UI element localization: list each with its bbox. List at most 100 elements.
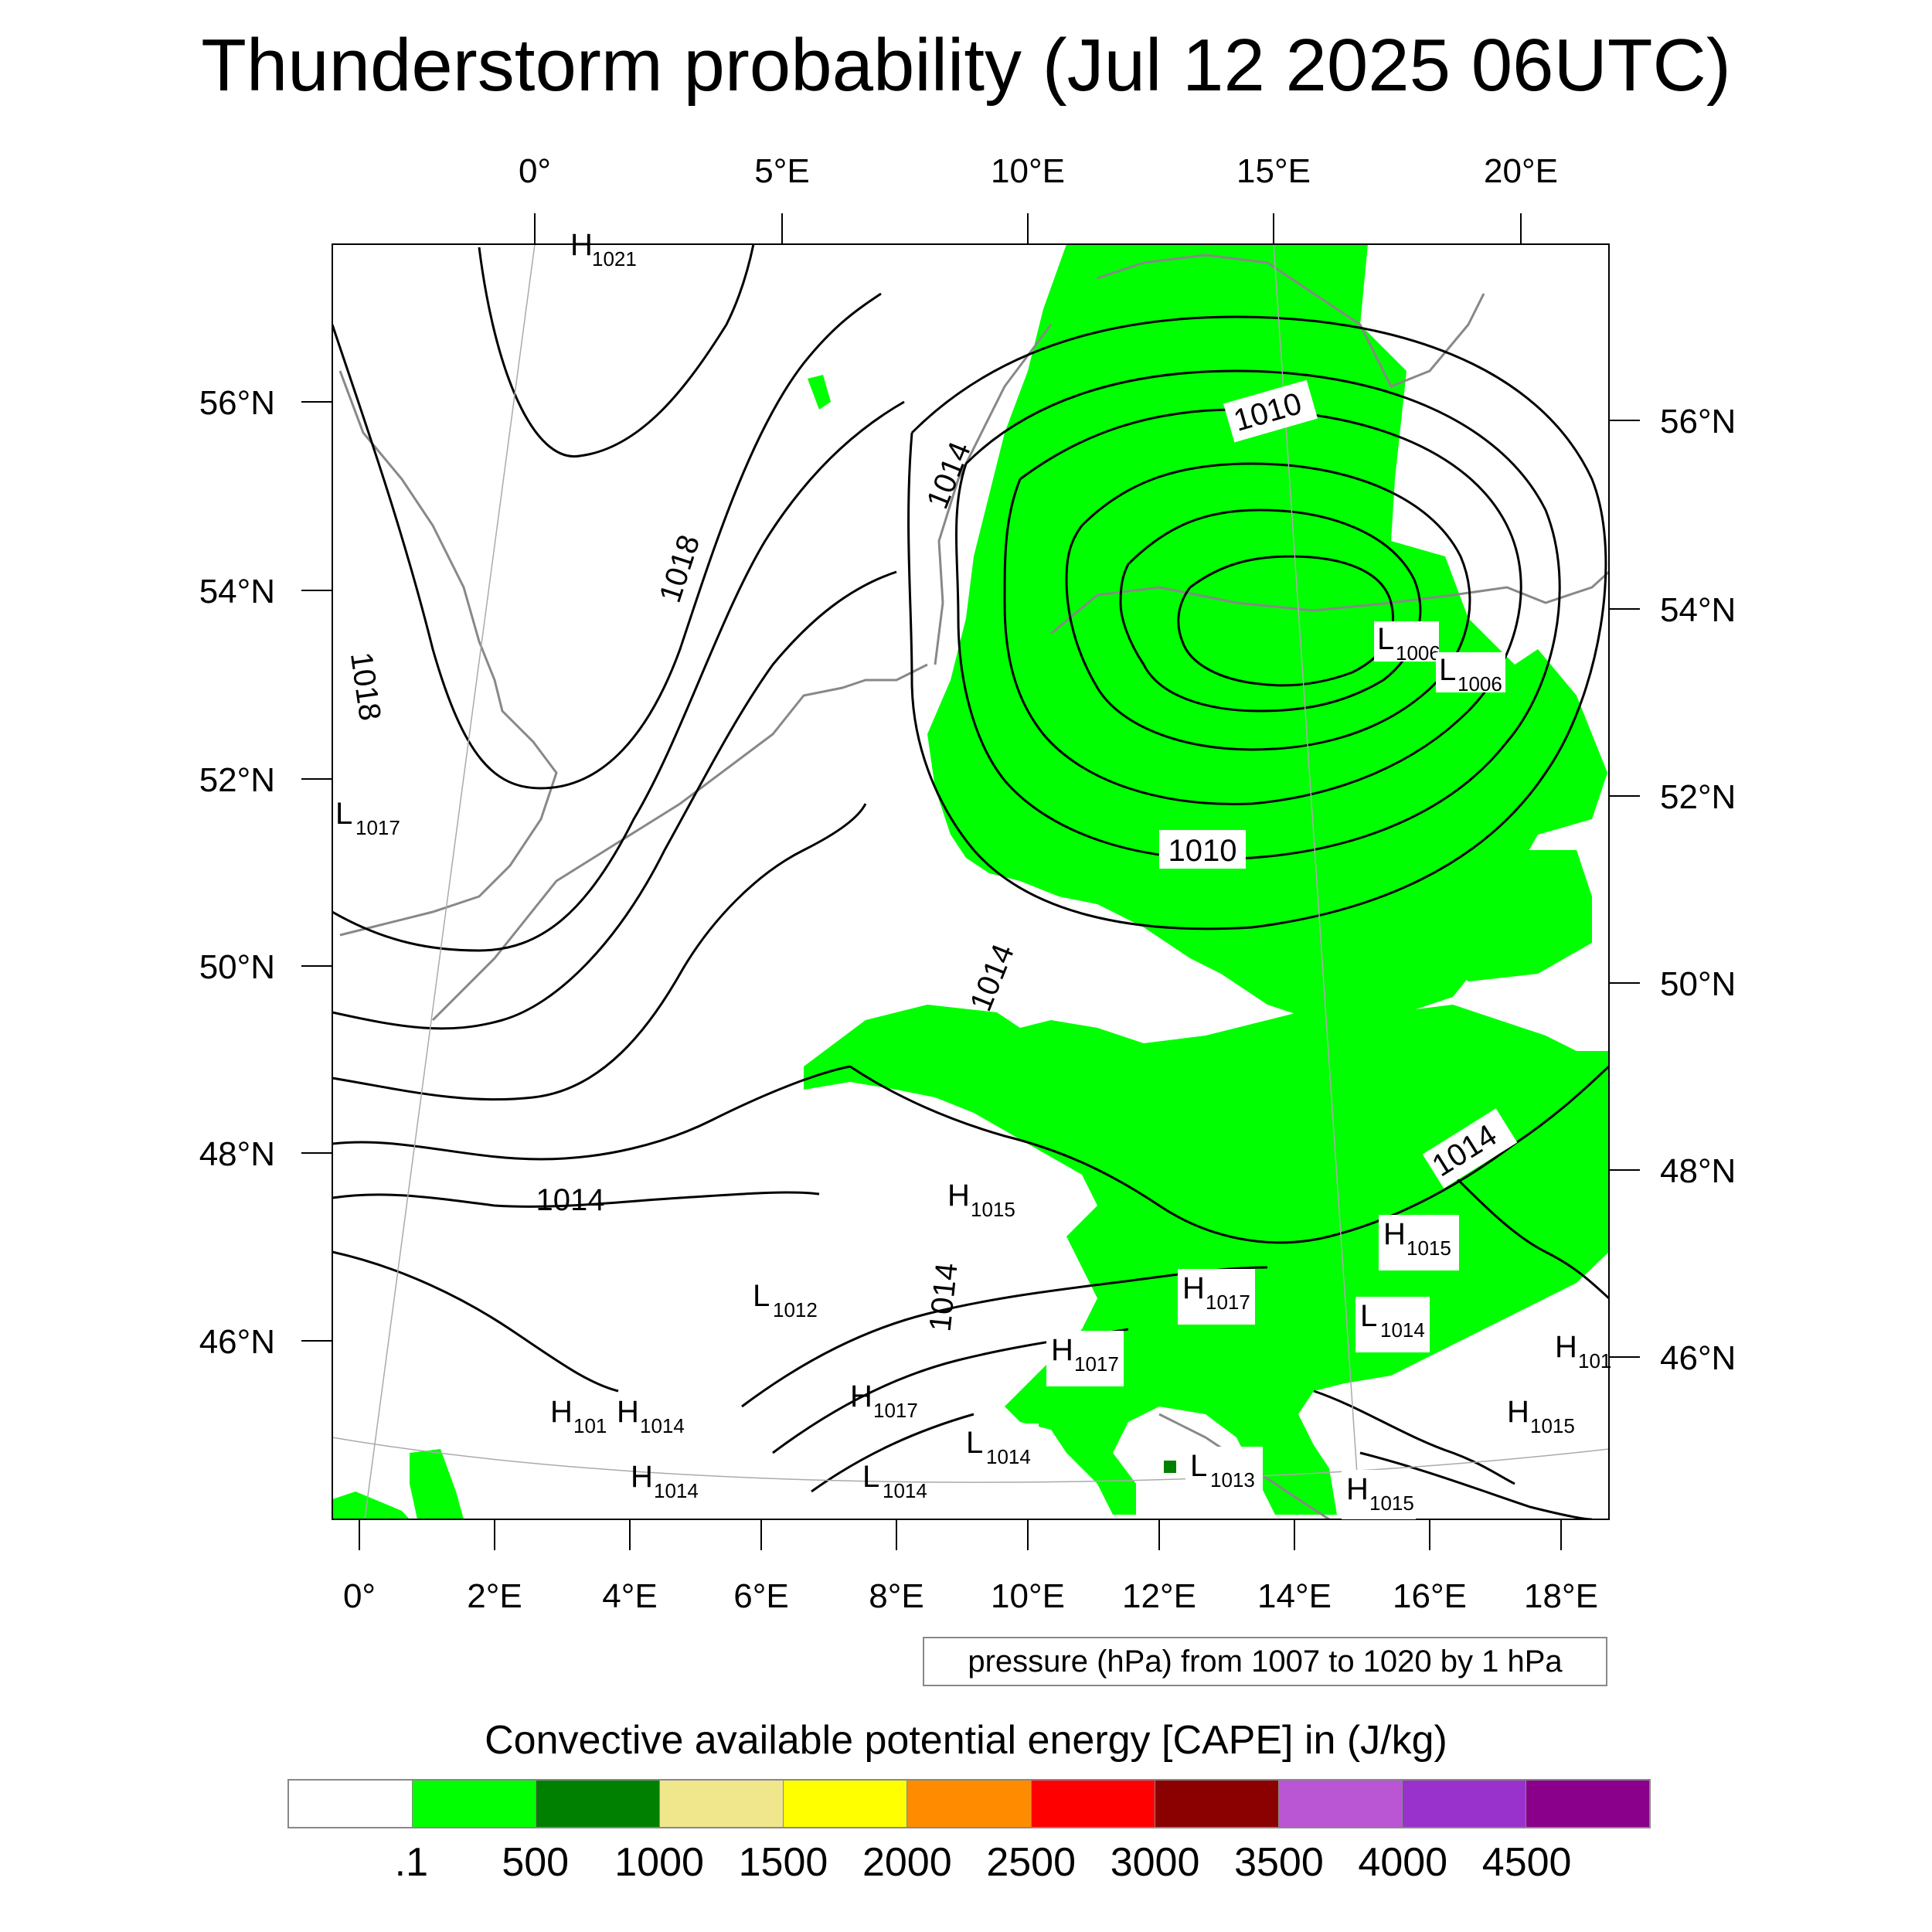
- svg-text:L: L: [1439, 653, 1456, 687]
- left-lat-label: 56°N: [199, 384, 275, 422]
- colorbar-label: .1: [394, 1840, 429, 1885]
- chart-title: Thunderstorm probability (Jul 12 2025 06…: [201, 24, 1731, 107]
- pressure-center: H 1015: [1379, 1215, 1459, 1270]
- isobar-1014-east: [1451, 1173, 1609, 1300]
- left-lat-label: 52°N: [199, 761, 275, 799]
- isobar-west-4: [332, 1065, 851, 1161]
- right-lat-label: 50°N: [1660, 965, 1736, 1003]
- meridian-0: [364, 244, 536, 1519]
- isobar-west-2: [332, 570, 897, 1030]
- coast-continent: [431, 663, 928, 1022]
- svg-text:H: H: [1051, 1333, 1073, 1367]
- right-lat-label: 48°N: [1660, 1152, 1736, 1190]
- cape-area-southwest: [332, 1492, 410, 1519]
- pressure-center: H 1017: [850, 1379, 918, 1422]
- svg-text:H: H: [1555, 1330, 1577, 1364]
- svg-text:H: H: [1182, 1271, 1205, 1305]
- isobar-label: 1010: [1168, 834, 1237, 868]
- svg-text:H: H: [550, 1395, 573, 1429]
- isobar-ring-6: [1177, 555, 1395, 687]
- colorbar-swatch: [784, 1781, 908, 1827]
- pressure-center: H 1015: [1507, 1395, 1575, 1437]
- isobar-alps-3: [811, 1413, 975, 1493]
- svg-text:H: H: [947, 1179, 970, 1213]
- isobar-label: 1018: [344, 650, 387, 723]
- svg-text:H: H: [850, 1379, 872, 1413]
- colorbar-swatch: [289, 1781, 413, 1827]
- pressure-center: H 1015: [1342, 1470, 1416, 1519]
- top-lon-label: 15°E: [1236, 152, 1311, 190]
- svg-text:L: L: [966, 1426, 983, 1460]
- svg-text:1014: 1014: [654, 1479, 699, 1502]
- bottom-lon-label: 4°E: [602, 1577, 657, 1615]
- bottom-lon-label: 0°: [343, 1577, 376, 1615]
- colorbar-label: 4000: [1358, 1840, 1448, 1885]
- svg-text:1017: 1017: [1206, 1291, 1250, 1314]
- svg-text:L: L: [335, 797, 352, 831]
- svg-text:1014: 1014: [1380, 1318, 1425, 1342]
- svg-text:L: L: [1360, 1299, 1377, 1333]
- svg-text:H: H: [1383, 1217, 1406, 1251]
- svg-text:L: L: [753, 1279, 770, 1313]
- cape-area-central: [804, 1005, 1609, 1515]
- colorbar-swatch: [413, 1781, 537, 1827]
- isobars: [332, 244, 1609, 1519]
- bottom-lon-label: 12°E: [1122, 1577, 1196, 1615]
- coast-britain: [338, 370, 558, 937]
- isobar-ring-5: [1119, 509, 1422, 713]
- isobar-label: 1014: [536, 1183, 605, 1217]
- pressure-center: L 1006: [1436, 652, 1505, 696]
- svg-text:1015: 1015: [971, 1198, 1015, 1221]
- top-lon-label: 0°: [519, 152, 551, 190]
- right-lat-label: 52°N: [1660, 778, 1736, 816]
- bottom-lon-label: 10°E: [991, 1577, 1065, 1615]
- colorbar-swatch: [1278, 1781, 1403, 1827]
- svg-text:1015: 1015: [1406, 1236, 1451, 1260]
- isobar-ring-2: [955, 369, 1561, 861]
- isobar-label: 1014: [923, 1261, 964, 1333]
- pressure-center: L 1017: [335, 797, 400, 839]
- map-frame: [332, 243, 1610, 1520]
- cape-area-east: [1430, 850, 1592, 981]
- cape-area-southwest-2: [410, 1449, 464, 1519]
- coast-denmark: [934, 324, 1053, 665]
- isobar-1014-ring-outer: [907, 315, 1607, 930]
- tick-marks: [301, 213, 1640, 1550]
- pressure-note: pressure (hPa) from 1007 to 1020 by 1 hP…: [923, 1637, 1607, 1686]
- svg-text:1017: 1017: [1074, 1352, 1119, 1376]
- svg-text:1017: 1017: [355, 816, 400, 839]
- bottom-lon-label: 18°E: [1524, 1577, 1598, 1615]
- pressure-center: H 1015: [947, 1179, 1015, 1221]
- svg-text:H: H: [1346, 1472, 1369, 1506]
- svg-text:H: H: [1507, 1395, 1529, 1429]
- parallel-45: [332, 1437, 1609, 1483]
- graticule: [332, 244, 1609, 1519]
- bottom-lon-label: 2°E: [467, 1577, 522, 1615]
- pressure-center: L 1014: [1355, 1297, 1430, 1352]
- svg-text:101: 101: [573, 1414, 607, 1437]
- colorbar-labels: .1 500 1000 1500 2000 2500 3000 3500 4000 4500: [287, 1839, 1651, 1886]
- top-lon-label: 5°E: [754, 152, 809, 190]
- isobar-label: 1014: [964, 940, 1021, 1016]
- isobar-1018: [332, 292, 882, 790]
- svg-text:1015: 1015: [1369, 1492, 1414, 1515]
- isobar-se-2: [1359, 1451, 1593, 1519]
- colorbar-label: 4500: [1481, 1840, 1572, 1885]
- isobar-ring-4: [1065, 462, 1471, 751]
- pressure-centers: H 1021 L 1017 L 1006 L 1006 H 1015 H 1015 H 101…: [335, 228, 1611, 1519]
- isobar-west-3: [332, 803, 867, 1101]
- top-lon-label: 20°E: [1484, 152, 1558, 190]
- cape-dark-patch: [1164, 1461, 1176, 1473]
- pressure-center: L 1006: [1374, 621, 1440, 665]
- pressure-center: L 1013: [1185, 1447, 1263, 1502]
- coastlines: [338, 253, 1609, 1519]
- bottom-lon-label: 6°E: [733, 1577, 788, 1615]
- colorbar-swatch: [536, 1781, 661, 1827]
- colorbar-label: 1500: [738, 1840, 828, 1885]
- pressure-center: L 1014: [961, 1423, 1039, 1479]
- colorbar: [287, 1779, 1651, 1828]
- left-lat-label: 50°N: [199, 948, 275, 986]
- colorbar-label: 500: [502, 1840, 570, 1885]
- colorbar-label: 2000: [862, 1840, 952, 1885]
